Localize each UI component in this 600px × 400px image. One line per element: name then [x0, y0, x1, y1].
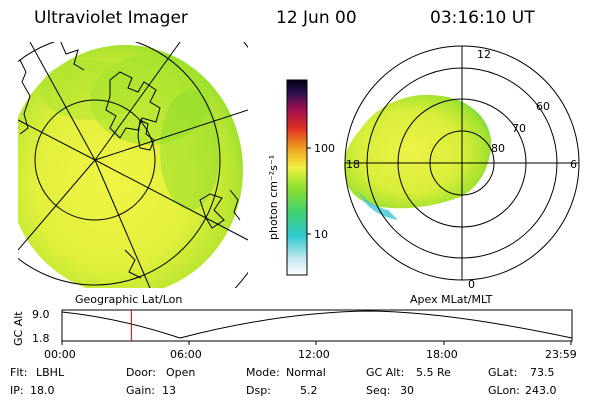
- altitude-ylabel: GC Alt: [12, 311, 25, 346]
- polar-aurora-image: [344, 94, 492, 209]
- dsp-label: Dsp:: [246, 384, 271, 397]
- altitude-xtick-2359: 23:59: [545, 348, 577, 361]
- lat-label-70: 70: [512, 122, 526, 135]
- colorbar-label: photon cm⁻²s⁻¹: [267, 155, 280, 240]
- dsp-value: 5.2: [300, 384, 318, 397]
- altitude-curve: [61, 310, 573, 339]
- door-value: Open: [166, 366, 196, 379]
- gain-label: Gain:: [126, 384, 155, 397]
- altitude-xtick-1200: 12:00: [298, 348, 330, 361]
- polar-caption: Apex MLat/MLT: [410, 293, 493, 306]
- altitude-ytick-min: 1.8: [32, 332, 50, 345]
- geo-grid: [18, 42, 248, 288]
- lat-label-80: 80: [491, 142, 505, 155]
- ip-value: 18.0: [30, 384, 55, 397]
- geo-coastlines: [19, 42, 241, 279]
- mlt-label-0: 0: [468, 278, 475, 291]
- mlt-label-12: 12: [477, 48, 491, 61]
- polar-grid: [344, 45, 580, 281]
- altitude-plot-frame: [61, 309, 573, 342]
- gc-alt-label: GC Alt:: [366, 366, 405, 379]
- altitude-xtick-0600: 06:00: [170, 348, 202, 361]
- glon-label: GLon:: [488, 384, 520, 397]
- glat-value: 73.5: [530, 366, 555, 379]
- door-label: Door:: [126, 366, 156, 379]
- geo-caption: Geographic Lat/Lon: [75, 293, 182, 306]
- altitude-x-ticks: [61, 341, 572, 345]
- altitude-xtick-0000: 00:00: [44, 348, 76, 361]
- mlt-label-6: 6: [570, 158, 577, 171]
- gc-alt-value: 5.5 Re: [416, 366, 451, 379]
- altitude-ytick-max: 9.0: [32, 308, 50, 321]
- date-label: 12 Jun 00: [276, 8, 357, 28]
- seq-value: 30: [400, 384, 414, 397]
- mlt-label-18: 18: [346, 158, 360, 171]
- altitude-xtick-1800: 18:00: [426, 348, 458, 361]
- colorbar-tick-100: 100: [314, 142, 335, 155]
- seq-label: Seq:: [366, 384, 391, 397]
- flt-label: Flt:: [10, 366, 28, 379]
- glat-label: GLat:: [488, 366, 518, 379]
- glon-value: 243.0: [525, 384, 557, 397]
- time-label: 03:16:10 UT: [430, 8, 535, 28]
- lat-label-60: 60: [536, 100, 550, 113]
- mode-label: Mode:: [246, 366, 280, 379]
- gain-value: 13: [162, 384, 176, 397]
- flt-value: LBHL: [36, 366, 65, 379]
- ip-label: IP:: [10, 384, 24, 397]
- colorbar-tick-10: 10: [314, 228, 328, 241]
- colorbar-scale: [286, 79, 308, 276]
- instrument-title: Ultraviolet Imager: [34, 8, 188, 28]
- mode-value: Normal: [286, 366, 326, 379]
